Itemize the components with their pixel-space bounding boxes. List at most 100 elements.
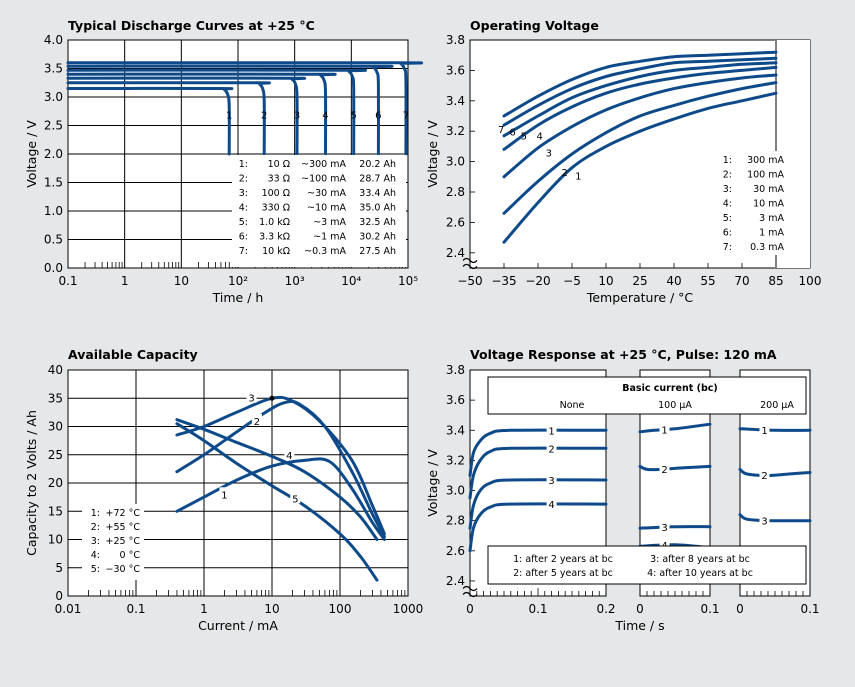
x-tick-label: 0.1 <box>800 602 819 616</box>
legend-index: 4: <box>91 550 100 561</box>
legend-current: 30 mA <box>753 184 784 195</box>
curve-label: 7 <box>403 111 409 122</box>
discharge-series: 1 2 3 4 5 6 7 <box>66 61 424 156</box>
x-axis-label: Temperature / °C <box>586 290 694 305</box>
y-tick-label: 0.0 <box>44 261 63 275</box>
chart-title: Available Capacity <box>68 347 198 362</box>
legend-temperature: +25 °C <box>106 536 141 547</box>
curve-label: 2 <box>254 417 260 428</box>
x-tick-label: 10² <box>228 274 248 288</box>
curve-label-bg <box>759 514 770 527</box>
legend-temperature: +72 °C <box>106 508 141 519</box>
legend-current: 1 mA <box>759 228 784 239</box>
chart-operating-voltage: Operating Voltage−50 −35 −20 −5 10 25 40 55 70 85… <box>425 18 821 305</box>
curve-label: 2 <box>261 111 267 122</box>
x-tick-label: 100 <box>799 274 822 288</box>
curve-label-bg <box>546 498 557 511</box>
legend-capacity: 20.2 Ah <box>359 159 396 170</box>
curve-label: 2 <box>761 471 767 482</box>
x-tick-label: −5 <box>563 274 581 288</box>
response-series-0: 1 2 3 4 <box>468 424 608 553</box>
legend-index: 2: <box>239 174 248 185</box>
legend-box <box>710 151 794 255</box>
curve-label: 1 <box>226 111 232 122</box>
response-curve-3 <box>638 525 712 530</box>
legend-current: ~30 mA <box>307 188 346 199</box>
curve-label: 3 <box>661 523 667 534</box>
discharge-curve-1 <box>66 86 234 156</box>
x-axis-label: Time / h <box>212 290 264 305</box>
capacity-curve-1 <box>175 457 386 541</box>
panel-header: Basic current (bc) None 100 µA 200 µA <box>487 376 807 415</box>
panel-label: None <box>560 400 585 411</box>
chart-voltage-response: Voltage Response at +25 °C, Pulse: 120 m… <box>425 347 820 633</box>
chart-title: Operating Voltage <box>470 18 599 33</box>
legend-index: 2: <box>91 522 100 533</box>
y-tick-label: 0.5 <box>44 233 63 247</box>
curve-label: 1 <box>548 426 554 437</box>
y-tick-label: 3.4 <box>446 423 465 437</box>
curve-label-bg <box>284 447 295 460</box>
curve-label: 3 <box>548 476 554 487</box>
x-tick-label: 0 <box>736 602 744 616</box>
legend-capacity: 30.2 Ah <box>359 232 396 243</box>
legend-current: ~300 mA <box>301 159 346 170</box>
response-curve-3 <box>468 478 608 530</box>
legend-current: ~0.3 mA <box>304 246 346 257</box>
y-tick-label: 3.5 <box>44 62 63 76</box>
curve-label-bg <box>759 423 770 436</box>
x-tick-label: 10 <box>174 274 189 288</box>
curve-label-bg <box>246 390 257 403</box>
legend-index: 5: <box>91 564 100 575</box>
x-tick-label: 10³ <box>285 274 305 288</box>
x-tick-label: 0.1 <box>58 274 77 288</box>
max-capacity-marker <box>269 395 275 401</box>
x-tick-label: 0.2 <box>596 602 615 616</box>
x-tick-label: 40 <box>666 274 681 288</box>
legend-capacity: 27.5 Ah <box>359 246 396 257</box>
voltage-curve-4 <box>502 65 778 151</box>
curve-label-bg <box>659 539 670 552</box>
x-tick-label: 10 <box>598 274 613 288</box>
chart-discharge-curves: Typical Discharge Curves at +25 °C0.1 1 10… <box>24 18 424 305</box>
curve-label: 1 <box>575 171 581 182</box>
curve-label: 3 <box>294 111 300 122</box>
panel-label: 100 µA <box>658 400 692 411</box>
curve-label-bg <box>290 491 301 504</box>
legend-current: 10 mA <box>753 199 784 210</box>
curve-label-bg <box>546 442 557 455</box>
curve-label: 3 <box>546 149 552 160</box>
curve-label-bg <box>251 413 262 426</box>
x-tick-label: 0.01 <box>55 602 82 616</box>
legend-index: 6: <box>723 228 732 239</box>
legend-index: 5: <box>723 213 732 224</box>
legend-capacity: 35.0 Ah <box>359 203 396 214</box>
legend-resistance: 330 Ω <box>262 203 290 214</box>
legend-resistance: 3.3 kΩ <box>259 232 290 243</box>
capacity-curve-5 <box>175 422 379 582</box>
legend-entry: 3: after 8 years at bc <box>650 554 750 565</box>
x-tick-label: 10 <box>264 602 279 616</box>
y-axis-label: Voltage / V <box>24 120 39 188</box>
legend-index: 4: <box>723 199 732 210</box>
x-axis-label: Current / mA <box>198 618 278 633</box>
curve-label: 5 <box>350 111 356 122</box>
legend-index: 7: <box>239 246 248 257</box>
x-tick-label: 0.1 <box>700 602 719 616</box>
curve-label: 6 <box>509 127 515 138</box>
legend-resistance: 10 Ω <box>268 159 290 170</box>
legend-current: ~10 mA <box>307 203 346 214</box>
y-tick-label: 2.0 <box>44 147 63 161</box>
response-curve-4 <box>468 502 608 553</box>
capacity-curve-4 <box>175 418 379 541</box>
y-tick-label: 3.8 <box>446 363 465 377</box>
y-tick-label: 2.8 <box>446 185 465 199</box>
y-tick-label: 3.2 <box>446 124 465 138</box>
legend: 1: 300 mA 2: 100 mA 3: 30 mA 4: 10 mA 5: 3 mA 6: 1 … <box>710 151 794 255</box>
y-tick-label: 3.0 <box>44 90 63 104</box>
y-tick-label: 35 <box>48 391 63 405</box>
panel-label: 200 µA <box>760 400 794 411</box>
legend-index: 3: <box>239 188 248 199</box>
legend-temperature: +55 °C <box>106 522 141 533</box>
